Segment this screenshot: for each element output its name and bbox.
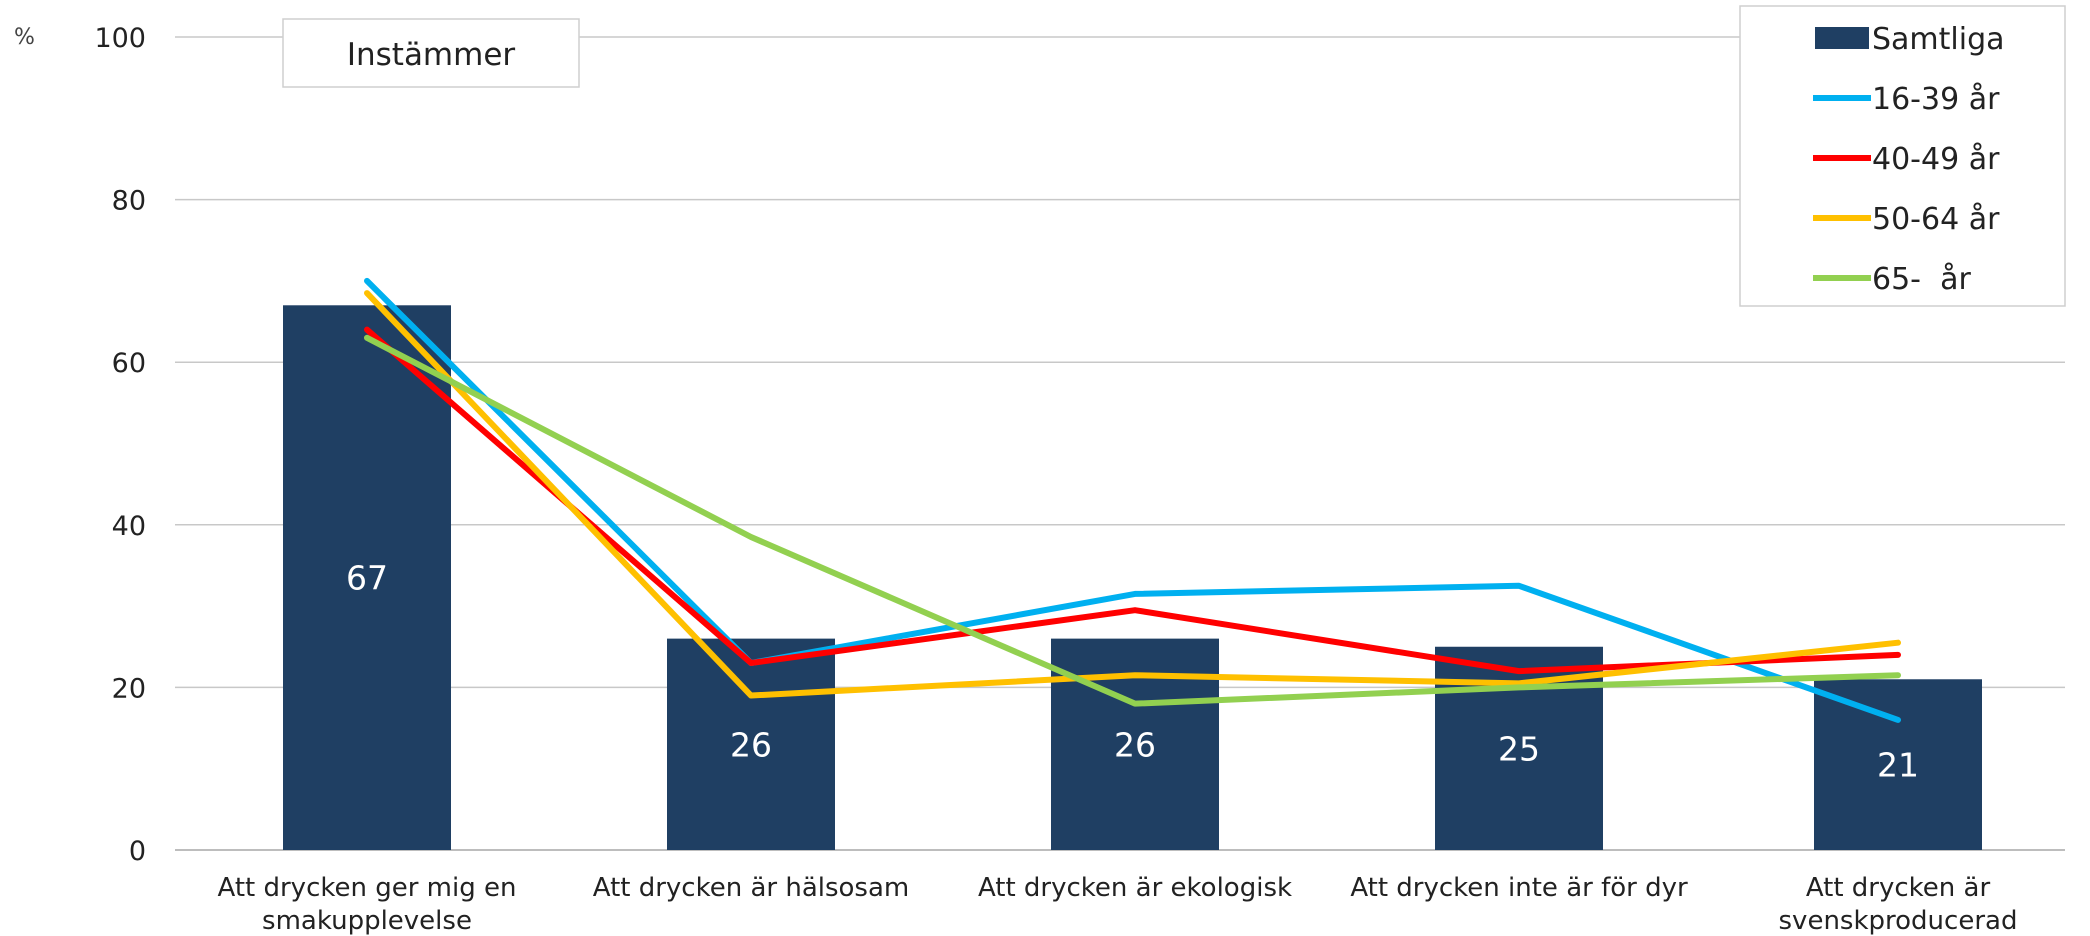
x-category-label-3: Att drycken är ekologisk xyxy=(978,873,1292,903)
y-tick-label-20: 20 xyxy=(112,673,146,704)
data-label-1: 67 xyxy=(346,559,388,598)
series-line-2 xyxy=(364,326,1901,675)
y-tick-label-0: 0 xyxy=(129,836,146,867)
axes: 0 20 40 60 80 100 Att drycken ger mig en smakup… xyxy=(94,23,2065,936)
y-tick-label-60: 60 xyxy=(112,348,146,379)
legend-label-4: 50-64 år xyxy=(1872,202,2000,237)
data-label-3: 26 xyxy=(1114,725,1156,764)
x-category-label-1: Att drycken ger mig en smakupplevelse xyxy=(218,873,517,936)
x-category-label-line: Att drycken är xyxy=(1806,873,1991,903)
y-tick-label-100: 100 xyxy=(94,23,146,54)
x-category-label-5: Att drycken är svenskproducerad xyxy=(1779,873,2018,936)
x-category-label-line: Att drycken inte är för dyr xyxy=(1350,873,1688,903)
series-line-3 xyxy=(364,290,1901,699)
bar-samtliga-1 xyxy=(283,305,451,850)
x-category-label-4: Att drycken inte är för dyr xyxy=(1350,873,1688,903)
x-category-label-line: svenskproducerad xyxy=(1779,906,2018,936)
series-line-1 xyxy=(364,277,1901,723)
series-line-4 xyxy=(364,334,1901,707)
series-lines xyxy=(364,277,1901,723)
x-category-label-line: Att drycken är hälsosam xyxy=(593,873,910,903)
x-category-label-line: smakupplevelse xyxy=(262,906,472,936)
legend: Samtliga 16-39 år 40-49 år 50-64 år 65- år xyxy=(1739,5,2066,307)
legend-swatch-1 xyxy=(1815,27,1869,49)
legend-label-3: 40-49 år xyxy=(1872,142,2000,177)
legend-box xyxy=(1739,5,2066,307)
legend-label-2: 16-39 år xyxy=(1872,82,2000,117)
y-tick-label-40: 40 xyxy=(112,511,146,542)
data-label-2: 26 xyxy=(730,725,772,764)
data-labels: 67 26 26 25 21 xyxy=(346,559,1919,785)
x-category-label-line: Att drycken är ekologisk xyxy=(978,873,1292,903)
subtitle-box: Instämmer xyxy=(282,18,580,88)
y-tick-label-80: 80 xyxy=(112,186,146,217)
bar-samtliga-5 xyxy=(1814,679,1982,850)
data-label-4: 25 xyxy=(1498,729,1540,768)
data-label-5: 21 xyxy=(1877,746,1919,785)
bars xyxy=(283,305,1982,850)
bar-samtliga-2 xyxy=(667,638,835,850)
y-axis-unit: % xyxy=(14,25,35,50)
chart-subtitle: Instämmer xyxy=(347,37,516,73)
x-category-label-2: Att drycken är hälsosam xyxy=(593,873,910,903)
legend-label-5: 65- år xyxy=(1872,262,1971,297)
x-category-label-line: Att drycken ger mig en xyxy=(218,873,517,903)
legend-label-1: Samtliga xyxy=(1872,22,2005,57)
